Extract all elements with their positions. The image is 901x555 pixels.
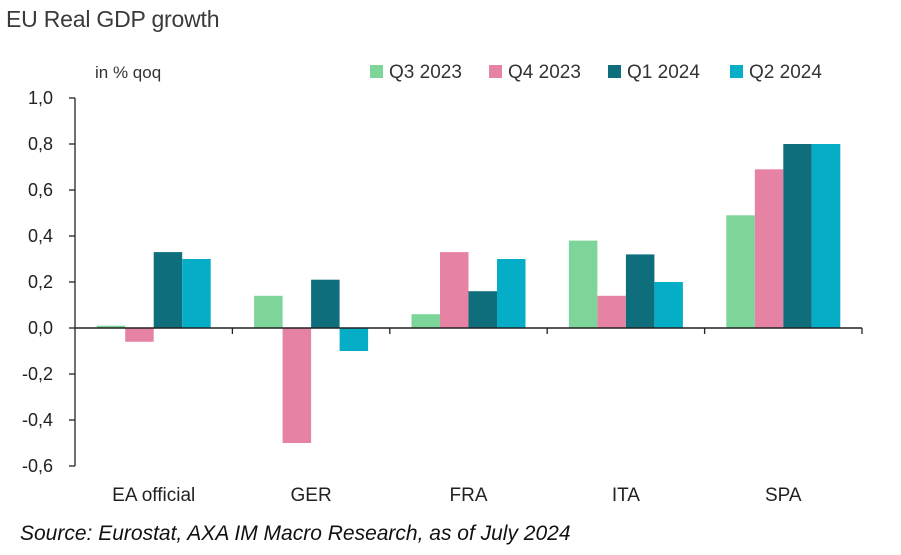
y-tick-label: 0,4 bbox=[28, 226, 53, 246]
y-tick-label: -0,4 bbox=[22, 410, 53, 430]
y-tick-label: 0,8 bbox=[28, 134, 53, 154]
bar-spa-q2-2024 bbox=[811, 144, 841, 328]
bar-ger-q1-2024 bbox=[311, 279, 340, 328]
legend-swatch bbox=[608, 65, 621, 78]
y-tick-label: -0,6 bbox=[22, 456, 53, 476]
bar-spa-q3-2023 bbox=[726, 215, 755, 328]
x-tick-label: GER bbox=[291, 485, 332, 506]
y-tick-label: 0,0 bbox=[28, 318, 53, 338]
chart-title: EU Real GDP growth bbox=[6, 6, 220, 32]
bar-ea-official-q2-2024 bbox=[182, 259, 211, 328]
x-tick-label: SPA bbox=[765, 485, 802, 506]
bar-ger-q4-2023 bbox=[282, 328, 312, 443]
legend-label: Q4 2023 bbox=[508, 62, 581, 83]
bar-chart: Q3 2023 Q4 2023 Q1 2024 Q2 2024 in % qoq -0… bbox=[22, 62, 863, 506]
bar-ea-official-q1-2024 bbox=[153, 252, 183, 328]
y-tick-label: 0,6 bbox=[28, 180, 53, 200]
bar-spa-q4-2023 bbox=[754, 169, 784, 328]
y-tick-label: 0,2 bbox=[28, 272, 53, 292]
x-tick-label: ITA bbox=[612, 485, 640, 506]
bar-fra-q4-2023 bbox=[440, 252, 469, 328]
x-axis-labels: EA official GER FRA ITA SPA bbox=[112, 485, 802, 506]
bar-ger-q3-2023 bbox=[254, 295, 283, 328]
y-axis-ticks: -0,6 -0,4 -0,2 0,0 0,2 0,4 0,6 0,8 1,0 bbox=[22, 88, 53, 476]
bar-ita-q4-2023 bbox=[597, 295, 626, 328]
x-tick-label: FRA bbox=[450, 485, 488, 506]
bar-ea-official-q3-2023 bbox=[96, 325, 126, 328]
legend-swatch bbox=[730, 65, 743, 78]
legend-label: Q1 2024 bbox=[627, 62, 700, 83]
bar-spa-q1-2024 bbox=[783, 144, 812, 328]
bar-fra-q3-2023 bbox=[411, 314, 440, 328]
x-tick-label: EA official bbox=[112, 485, 195, 506]
y-tick-label: 1,0 bbox=[28, 88, 53, 108]
axes bbox=[69, 97, 863, 467]
legend: Q3 2023 Q4 2023 Q1 2024 Q2 2024 bbox=[370, 62, 822, 83]
source-note: Source: Eurostat, AXA IM Macro Research,… bbox=[20, 522, 571, 545]
legend-label: Q3 2023 bbox=[389, 62, 462, 83]
y-tick-label: -0,2 bbox=[22, 364, 53, 384]
bar-fra-q1-2024 bbox=[468, 291, 497, 328]
legend-swatch bbox=[489, 65, 502, 78]
y-axis-label: in % qoq bbox=[95, 63, 161, 82]
legend-label: Q2 2024 bbox=[749, 62, 822, 83]
bar-ita-q3-2023 bbox=[568, 240, 598, 328]
legend-swatch bbox=[370, 65, 383, 78]
bar-ea-official-q4-2023 bbox=[125, 328, 154, 342]
bar-ita-q2-2024 bbox=[654, 282, 683, 328]
bar-fra-q2-2024 bbox=[497, 259, 526, 328]
bar-ger-q2-2024 bbox=[339, 328, 369, 351]
bars bbox=[96, 144, 841, 443]
bar-ita-q1-2024 bbox=[625, 254, 655, 328]
